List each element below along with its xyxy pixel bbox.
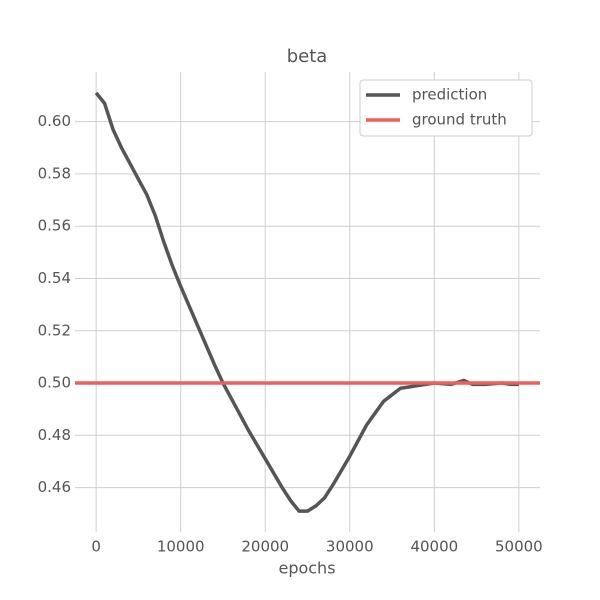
y-tick-label: 0.58 <box>38 164 71 182</box>
y-tick-label: 0.54 <box>38 269 71 287</box>
x-tick-label: 50000 <box>495 538 543 556</box>
y-tick-label: 0.50 <box>38 374 71 392</box>
x-tick-label: 40000 <box>410 538 458 556</box>
y-tick-label: 0.60 <box>38 112 71 130</box>
y-tick-label: 0.48 <box>38 426 71 444</box>
y-tick-label: 0.46 <box>38 478 71 496</box>
legend-box <box>359 79 533 137</box>
x-tick-label: 10000 <box>157 538 205 556</box>
legend-label: ground truth <box>412 111 507 129</box>
x-axis-label: epochs <box>278 559 335 578</box>
chart-title: beta <box>287 46 328 67</box>
x-tick-label: 30000 <box>326 538 374 556</box>
y-tick-label: 0.56 <box>38 217 71 235</box>
y-tick-label: 0.52 <box>38 321 71 339</box>
legend-label: prediction <box>412 86 487 104</box>
line-series <box>94 91 519 513</box>
x-tick-label: 20000 <box>241 538 289 556</box>
x-tick-label: 0 <box>91 538 101 556</box>
